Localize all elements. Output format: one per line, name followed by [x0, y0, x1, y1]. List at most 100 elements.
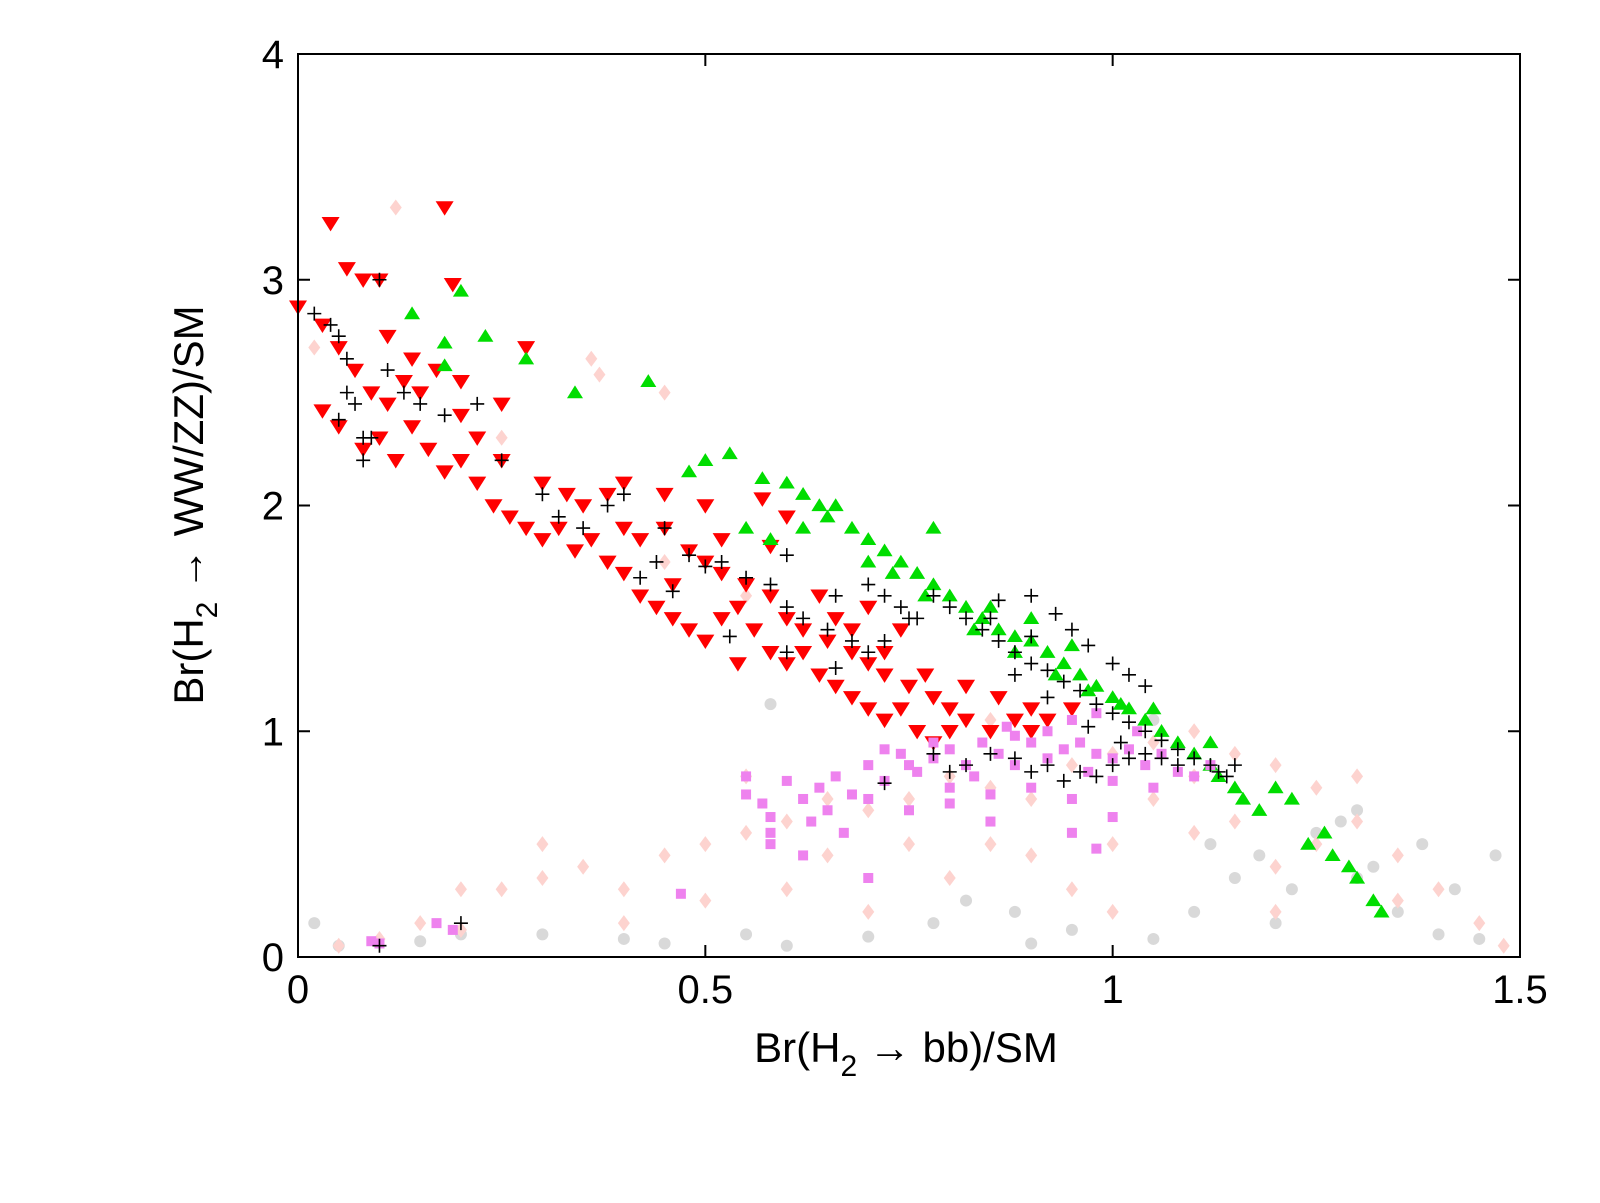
point-plus — [535, 487, 550, 502]
point-plus — [682, 548, 697, 563]
point-triangle-up — [827, 498, 844, 512]
point-square — [765, 827, 776, 838]
point-triangle-down — [451, 454, 470, 469]
point-plus — [331, 412, 346, 427]
point-triangle-up — [1324, 848, 1341, 862]
point-triangle-down — [745, 623, 764, 638]
x-axis-title-suffix: → bb)/SM — [857, 1024, 1058, 1071]
point-triangle-down — [533, 476, 552, 492]
point-plus — [1081, 638, 1096, 653]
point-square — [1066, 827, 1077, 838]
point-triangle-down — [321, 217, 340, 232]
point-square — [993, 748, 1004, 759]
point-plus — [1024, 656, 1039, 671]
point-plus — [1081, 719, 1096, 734]
point-triangle-down — [403, 352, 422, 367]
point-triangle-down — [1062, 702, 1081, 717]
series-3-triangle-up — [404, 283, 1390, 918]
point-square — [1066, 714, 1077, 725]
data-marks — [289, 199, 1510, 954]
point-triangle-down — [329, 420, 348, 435]
point-diamond — [454, 881, 467, 898]
point-square — [912, 766, 923, 777]
point-triangle-up — [1063, 638, 1080, 652]
point-square — [1026, 737, 1037, 748]
point-triangle-down — [354, 273, 373, 288]
point-square — [765, 812, 776, 823]
point-triangle-down — [362, 386, 381, 401]
point-square — [846, 789, 857, 800]
point-plus — [348, 396, 363, 411]
point-triangle-down — [598, 555, 617, 571]
point-triangle-up — [1006, 629, 1023, 643]
point-triangle-up — [436, 358, 453, 372]
point-triangle-down — [712, 566, 731, 582]
point-triangle-down — [378, 329, 397, 345]
point-triangle-down — [631, 589, 650, 604]
point-diamond — [699, 836, 712, 853]
point-triangle-up — [925, 577, 942, 591]
point-plus — [1105, 758, 1120, 773]
point-plus — [779, 600, 794, 615]
point-triangle-down — [614, 566, 633, 582]
point-triangle-down — [484, 499, 503, 514]
point-diamond — [699, 892, 712, 909]
point-circle — [1448, 883, 1461, 896]
point-triangle-up — [1267, 780, 1284, 794]
point-triangle-down — [957, 679, 976, 695]
point-square — [1001, 721, 1012, 732]
point-triangle-up — [1202, 735, 1219, 749]
point-triangle-down — [1005, 713, 1024, 729]
point-plus — [959, 611, 974, 626]
point-circle — [536, 928, 549, 941]
point-diamond — [1228, 813, 1241, 830]
point-triangle-down — [517, 341, 536, 356]
point-square — [1058, 744, 1069, 755]
point-diamond — [536, 869, 549, 886]
point-square — [928, 737, 939, 748]
point-diamond — [943, 869, 956, 886]
point-triangle-down — [842, 623, 861, 638]
point-plus — [1007, 645, 1022, 660]
point-diamond — [1188, 824, 1201, 841]
point-triangle-up — [1251, 803, 1268, 816]
point-triangle-down — [875, 713, 894, 729]
y-axis-title-suffix: → WW/ZZ)/SM — [165, 305, 212, 601]
point-plus — [633, 570, 648, 585]
point-diamond — [617, 915, 630, 932]
point-triangle-up — [1023, 611, 1040, 624]
point-diamond — [1351, 768, 1364, 785]
point-plus — [1040, 690, 1055, 705]
point-triangle-up — [917, 588, 934, 602]
point-triangle-up — [1300, 836, 1317, 850]
point-plus — [1056, 773, 1071, 788]
point-plus — [828, 661, 843, 676]
point-triangle-down — [916, 668, 935, 683]
point-plus — [1073, 683, 1088, 698]
point-circle — [1367, 860, 1380, 873]
point-triangle-down — [582, 533, 601, 548]
point-diamond — [414, 915, 427, 932]
point-plus — [1105, 706, 1120, 721]
point-plus — [779, 548, 794, 563]
point-circle — [1473, 932, 1486, 945]
point-diamond — [1065, 757, 1078, 774]
point-square — [838, 827, 849, 838]
point-square — [944, 744, 955, 755]
point-triangle-down — [777, 510, 796, 525]
point-triangle-up — [436, 335, 453, 349]
point-plus — [339, 351, 354, 366]
point-plus — [820, 622, 835, 637]
point-square — [1083, 766, 1094, 777]
point-triangle-up — [966, 622, 983, 636]
point-triangle-up — [754, 471, 771, 485]
point-plus — [902, 611, 916, 626]
point-circle — [1269, 917, 1282, 930]
point-triangle-down — [712, 612, 731, 627]
point-triangle-up — [1112, 696, 1129, 710]
point-circle — [764, 698, 777, 711]
point-triangle-up — [860, 532, 877, 545]
point-triangle-up — [884, 566, 901, 579]
point-circle — [1228, 871, 1241, 884]
point-square — [1107, 775, 1118, 786]
